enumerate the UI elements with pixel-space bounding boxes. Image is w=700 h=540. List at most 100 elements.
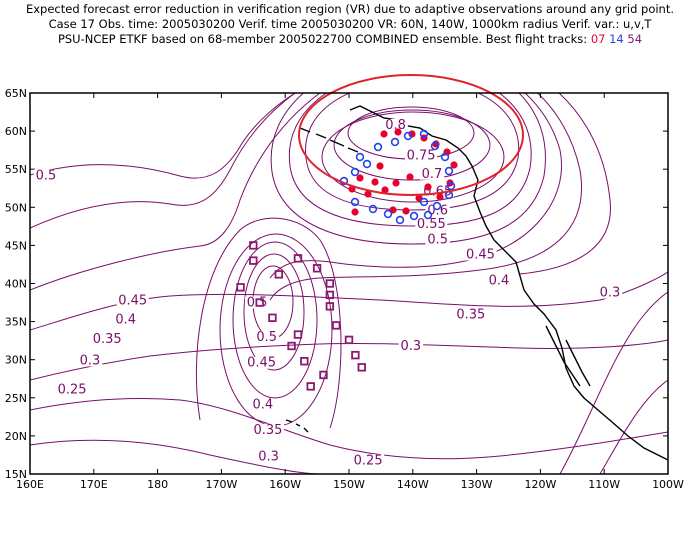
track-14-observation <box>373 142 383 152</box>
track-54-observation <box>293 330 303 339</box>
title-line-2: Case 17 Obs. time: 2005030200 Verif. tim… <box>48 17 652 31</box>
contour-0.35-secondary <box>195 217 342 429</box>
hawaii-islands <box>285 419 309 433</box>
contour-label-bg <box>245 356 278 369</box>
contour-label-bg <box>454 308 487 321</box>
gulf-of-california <box>565 339 591 387</box>
contour-label-bg <box>250 398 276 411</box>
track-54-observation <box>236 283 245 292</box>
contour-label-bg <box>256 450 281 463</box>
track-54-observation <box>357 363 366 372</box>
lat-tick-label: 35N <box>5 316 27 329</box>
track-14-observation <box>440 152 450 162</box>
contour-label: 0.35 <box>456 308 485 323</box>
track-label-54: 54 <box>627 32 643 46</box>
lat-tick-labels: 15N 20N 25N 30N 35N 40N 45N 50N 55N 60N 65N <box>5 87 27 481</box>
track-07-observation <box>371 178 379 186</box>
track-14-observation <box>430 141 440 151</box>
contour-0.6 <box>288 93 532 227</box>
contour-label: 0.4 <box>115 312 136 327</box>
lat-tick-label: 20N <box>5 430 27 443</box>
track-14-observation <box>419 129 429 139</box>
track-07-observation <box>351 208 359 216</box>
contour-label-bg <box>597 286 623 299</box>
contour-label: 0.75 <box>407 148 436 163</box>
track-14-observation <box>446 181 456 191</box>
track-54-observation <box>351 350 360 360</box>
alaska-coastline <box>349 105 479 181</box>
lon-tick-label: 150W <box>333 478 365 491</box>
track-label-07: 07 <box>590 32 606 46</box>
track-54-observation <box>249 241 258 250</box>
baja-california <box>545 325 581 387</box>
lat-tick-label: 25N <box>5 392 27 405</box>
track-54-observation <box>306 382 315 391</box>
track-54-observation <box>332 321 341 330</box>
lon-tick-label: 160E <box>16 478 44 491</box>
track-14-observation <box>432 201 442 211</box>
tick-marks <box>29 92 669 475</box>
verification-region-circle <box>298 74 524 196</box>
contour-label: 0.3 <box>600 286 621 301</box>
track-54-observation <box>319 370 328 380</box>
contour-0.65 <box>305 93 520 211</box>
track-07-observation <box>364 190 372 198</box>
contour-label-bg <box>398 339 424 352</box>
contour-0.5-secondary <box>243 253 305 371</box>
track-14-observation <box>368 204 378 214</box>
contour-label-bg <box>113 313 138 326</box>
title-line-3: PSU-NCEP ETKF based on 68-member 2005022… <box>0 32 700 47</box>
lat-tick-label: 30N <box>5 354 27 367</box>
contour-label: 0.3 <box>80 353 101 368</box>
lon-tick-label: 110W <box>588 478 620 491</box>
track-14-observation <box>383 209 393 219</box>
track-07-observation <box>402 207 410 215</box>
track-54-observation <box>268 313 277 322</box>
contour-label: 0.3 <box>258 449 279 464</box>
contour-label: 0.55 <box>417 217 446 232</box>
contour-label-bg <box>251 423 284 436</box>
lon-tick-label: 170E <box>80 478 108 491</box>
coastlines <box>285 105 668 461</box>
title-line-1: Expected forecast error reduction in ver… <box>25 2 675 16</box>
track-14-observation <box>419 197 429 207</box>
lon-tick-label: 140W <box>397 478 429 491</box>
track-14-observation <box>409 211 419 221</box>
contour-label-bg <box>77 354 103 367</box>
track-07-observation <box>376 162 384 170</box>
flight-track-54 <box>236 241 366 391</box>
track-07-observation <box>380 130 388 138</box>
contour-lines <box>30 93 668 474</box>
track-07-observation <box>450 161 458 169</box>
track-54-observation <box>249 256 258 265</box>
track-54-observation <box>287 341 296 351</box>
track-54-observation <box>300 357 309 366</box>
lon-tick-label: 130W <box>461 478 493 491</box>
contour-0.2-main <box>30 439 321 474</box>
contour-label: 0.25 <box>354 453 383 468</box>
flight-track-14 <box>339 129 456 225</box>
track-14-observation <box>355 152 365 162</box>
lon-tick-label: 180 <box>147 478 168 491</box>
track-07-observation <box>406 173 414 181</box>
contour-label: 0.5 <box>36 168 57 183</box>
contour-label-bg <box>464 248 497 261</box>
contour-label-bg <box>116 294 149 307</box>
track-07-observation <box>408 130 416 138</box>
lat-tick-label: 50N <box>5 201 27 214</box>
contour-label: 0.45 <box>466 248 495 263</box>
contour-label: 0.7 <box>422 167 443 182</box>
contour-label: 0.5 <box>256 330 277 345</box>
track-54-observation <box>293 254 303 263</box>
lon-tick-labels: 160E 170E 180 170W 160W 150W 140W 130W 120W 110W 1… <box>16 478 684 491</box>
contour-label: 0.5 <box>427 232 448 247</box>
track-07-observation <box>436 193 444 201</box>
contour-label: 0.3 <box>401 339 422 354</box>
contour-label: 0.45 <box>118 293 147 308</box>
track-14-observation <box>362 159 372 169</box>
track-54-observation <box>325 302 335 311</box>
track-07-observation <box>392 179 400 187</box>
contour-label: 0.35 <box>93 332 122 347</box>
track-14-observation <box>390 137 400 147</box>
